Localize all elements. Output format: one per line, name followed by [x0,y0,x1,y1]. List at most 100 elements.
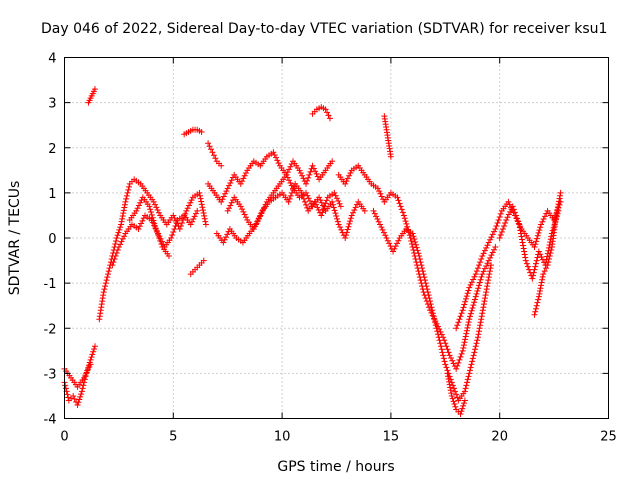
data-point [222,190,229,197]
data-point [501,222,508,229]
data-point [437,343,444,350]
data-point [532,305,539,312]
data-point [379,226,386,233]
data-point [112,253,119,260]
data-point [177,222,184,229]
data-point [347,170,354,177]
data-point [420,271,427,278]
data-point [89,351,96,358]
data-point [309,162,316,169]
data-point [458,408,465,415]
data-point [522,254,529,261]
data-point [461,339,468,346]
data-point [226,182,233,189]
data-point [436,337,443,344]
data-point [256,215,263,222]
data-point [488,252,495,259]
data-point [81,374,88,381]
data-point [333,213,340,220]
data-point [481,247,488,254]
data-point [198,198,205,205]
data-point [103,277,110,284]
data-point [467,310,474,317]
data-point [491,228,498,235]
data-point [537,251,544,258]
data-point [437,340,444,347]
data-point [284,174,291,181]
data-point [342,180,349,187]
data-point [419,265,426,272]
data-point [150,217,157,224]
data-point [262,201,269,208]
data-point [218,198,225,205]
data-point [310,165,317,172]
data-point [547,250,554,257]
data-point [147,206,154,213]
data-point [459,405,466,412]
data-point [153,228,160,235]
data-point [453,391,460,398]
data-point [473,340,480,347]
y-tick-label: -4 [44,413,57,428]
data-point [472,343,479,350]
data-point [188,197,195,204]
data-point [440,355,447,362]
series-trace-l [224,171,368,241]
series-trace-j [205,149,336,205]
data-point [460,402,467,409]
data-point [478,256,485,263]
data-point [224,207,231,214]
data-point [481,298,488,305]
data-point [316,194,323,201]
data-point [121,204,128,211]
data-point [197,192,204,199]
data-point [134,205,141,212]
data-point [191,213,198,220]
data-point [119,213,126,220]
data-point [533,235,540,242]
data-point [492,244,499,251]
data-point [170,228,177,235]
data-point [332,192,339,199]
data-point [346,220,353,227]
data-point [460,344,467,351]
data-point [462,336,469,343]
x-tick-label: 0 [60,430,68,445]
data-point [480,301,487,308]
data-point [71,395,78,402]
data-point [346,172,353,179]
data-point [62,382,69,389]
data-point [431,316,438,323]
data-point [416,253,423,260]
data-point [257,212,264,219]
data-point [318,212,325,219]
data-point [480,268,487,275]
data-point [382,232,389,239]
data-point [462,385,469,392]
data-point [463,330,470,337]
data-point [91,346,98,353]
data-point [395,237,402,244]
data-point [241,211,248,218]
data-point [322,106,329,113]
data-point [469,304,476,311]
data-point [330,204,337,211]
data-point [387,153,394,160]
data-point [459,347,466,354]
data-point [398,206,405,213]
data-point [250,225,257,232]
data-point [200,257,207,264]
data-point [119,215,126,222]
data-point [149,214,156,221]
data-point [461,388,468,395]
y-tick-label: 1 [48,187,56,202]
data-point [498,228,505,235]
data-point [476,262,483,269]
data-point [318,199,325,206]
data-point [113,250,120,257]
data-point [441,358,448,365]
data-point [475,285,482,292]
y-tick-label: -2 [44,322,57,337]
data-point [200,209,207,216]
data-point [274,157,281,164]
